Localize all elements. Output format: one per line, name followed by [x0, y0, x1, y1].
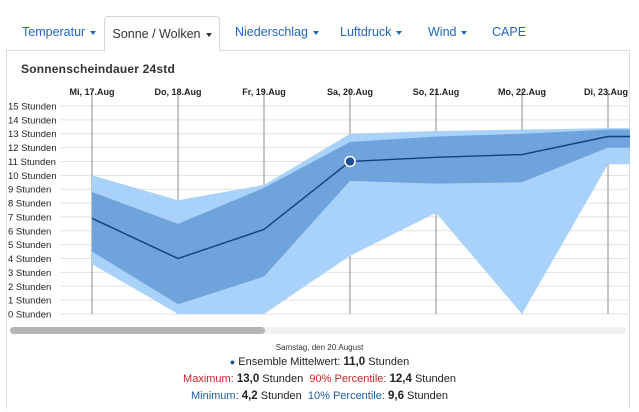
tooltip-date: Samstag, den 20.August [275, 343, 364, 352]
tab-luftdruck[interactable]: Luftdruck [340, 14, 403, 51]
tab-label: Sonne / Wolken [112, 27, 201, 41]
tooltip-unit: Stunden [414, 373, 456, 385]
y-tick-label: 11 Stunden [8, 157, 56, 168]
tooltip-unit: Stunden [407, 390, 449, 402]
tab-label: CAPE [492, 25, 527, 39]
chart-scrollbar[interactable] [10, 327, 626, 334]
y-tick-label: 1 Stunden [8, 296, 51, 307]
y-tick-label: 9 Stunden [8, 185, 51, 196]
x-tick-label: Do, 18.Aug [154, 87, 201, 97]
series-dot-icon: ● [229, 357, 236, 367]
tooltip-p10-label: 10% Percentile: [307, 390, 385, 402]
tooltip-unit: Stunden [260, 390, 302, 402]
chevron-down-icon [312, 30, 319, 35]
tooltip-max-row: Maximum: 13,0 Stunden 90% Percentile: 12… [0, 373, 639, 385]
y-tick-label: 2 Stunden [8, 282, 51, 293]
y-tick-label: 8 Stunden [8, 199, 51, 210]
chart-panel [6, 51, 630, 409]
chevron-down-icon [205, 32, 212, 37]
tab-label: Wind [428, 25, 457, 39]
tab-niederschlag[interactable]: Niederschlag [235, 14, 319, 51]
tooltip-mean-row: ● Ensemble Mittelwert: 11,0 Stunden [0, 356, 639, 368]
tooltip-min-row: Minimum: 4,2 Stunden 10% Percentile: 9,6… [0, 390, 639, 402]
tab-label: Luftdruck [340, 25, 392, 39]
tab-temperatur[interactable]: Temperatur [22, 14, 97, 51]
y-tick-label: 5 Stunden [8, 240, 51, 251]
x-tick-label: Mo, 22.Aug [498, 87, 546, 97]
y-tick-label: 15 Stunden [8, 102, 57, 113]
y-tick-label: 13 Stunden [8, 129, 57, 140]
chevron-down-icon [90, 30, 97, 35]
percentile-band [92, 129, 630, 305]
tooltip-max-value: 13,0 [236, 373, 260, 385]
x-tick-label: Mi, 17.Aug [69, 87, 114, 97]
tooltip-mean-label: Ensemble Mittelwert: [238, 356, 341, 368]
tooltip-p90-value: 12,4 [389, 373, 412, 385]
y-tick-label: 10 Stunden [8, 171, 57, 182]
scrollbar-thumb[interactable] [10, 327, 265, 334]
tab-wind[interactable]: Wind [428, 14, 468, 51]
tab-label: Temperatur [22, 25, 86, 39]
y-tick-label: 7 Stunden [8, 212, 51, 223]
y-tick-label: 0 Stunden [8, 310, 51, 321]
y-tick-label: 4 Stunden [8, 254, 51, 265]
tab-label: Niederschlag [235, 25, 308, 39]
tooltip-min-label: Minimum: [190, 390, 239, 402]
tooltip-p10-value: 9,6 [387, 390, 404, 402]
chart-title: Sonnenscheindauer 24std [21, 62, 175, 76]
x-tick-label: Di, 23.Aug [584, 87, 628, 97]
chevron-down-icon [461, 30, 468, 35]
x-tick-label: Sa, 20.Aug [327, 87, 373, 97]
tab-sonne-wolken[interactable]: Sonne / Wolken [104, 16, 220, 52]
tooltip-min-value: 4,2 [241, 390, 258, 402]
y-tick-label: 3 Stunden [8, 268, 51, 279]
chevron-down-icon [396, 30, 403, 35]
plot-area [91, 128, 630, 314]
mean-line [91, 135, 630, 260]
tooltip-unit: Stunden [262, 373, 304, 385]
tooltip-p90-label: 90% Percentile: [309, 373, 387, 385]
y-tick-label: 12 Stunden [8, 143, 57, 154]
highlight-marker [344, 155, 356, 168]
tooltip-unit: Stunden [368, 356, 410, 368]
tab-cape[interactable]: CAPE [492, 14, 526, 51]
tooltip-max-label: Maximum: [183, 373, 234, 385]
y-tick-label: 14 Stunden [8, 115, 57, 126]
x-tick-label: Fr, 19.Aug [242, 87, 286, 97]
x-tick-label: So, 21.Aug [413, 87, 460, 97]
tab-bar: Temperatur Sonne / Wolken Niederschlag L… [6, 14, 630, 52]
tooltip-mean-value: 11,0 [343, 356, 366, 368]
y-tick-label: 6 Stunden [8, 226, 51, 237]
